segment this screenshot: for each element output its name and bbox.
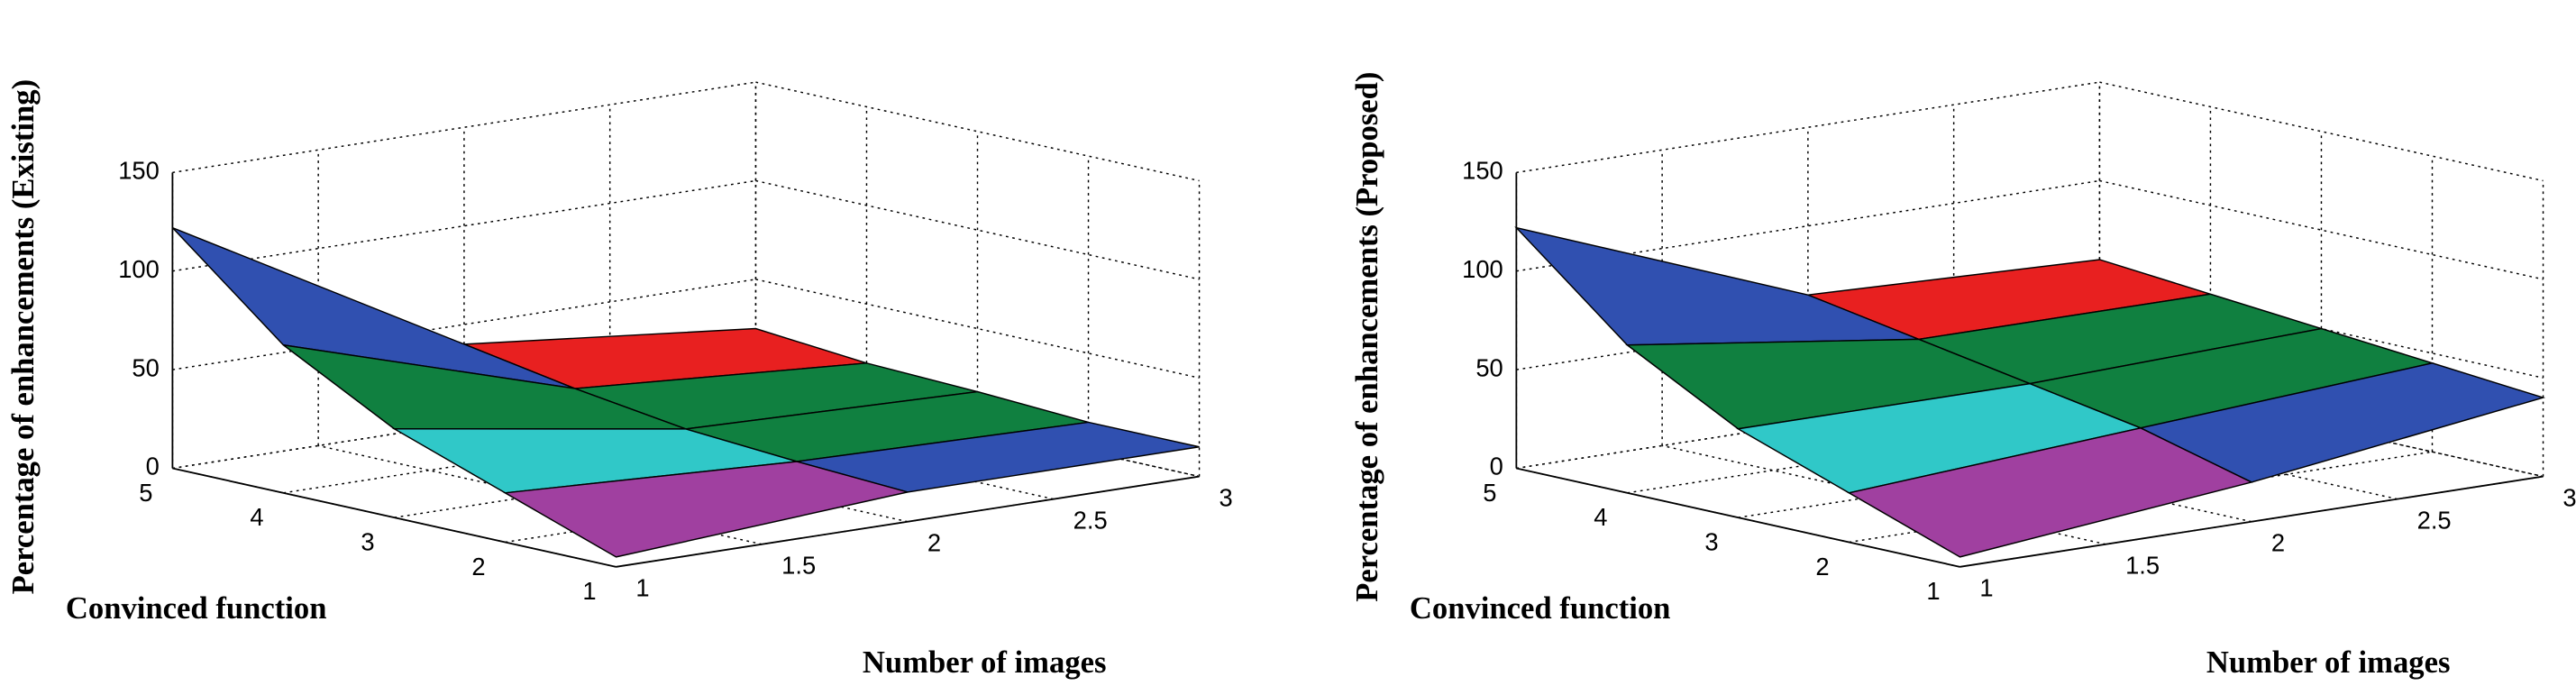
y-axis bbox=[172, 467, 617, 568]
surface-chart: 0 50 100 150 1 2 3 4 5 1 1.5 2 2.5 3 Percentage of enh… bbox=[6, 79, 1233, 680]
x-tick-label: 1.5 bbox=[2125, 552, 2160, 580]
x-axis bbox=[616, 475, 1200, 568]
y-tick-label: 2 bbox=[1815, 553, 1829, 581]
y-tick-label: 4 bbox=[250, 503, 263, 531]
grid-line bbox=[2099, 81, 2544, 182]
y-axis-label: Convinced function bbox=[66, 591, 327, 626]
x-tick-label: 1 bbox=[1979, 574, 1993, 602]
x-axis-label: Number of images bbox=[863, 645, 1107, 680]
y-axis bbox=[1516, 467, 1960, 568]
x-tick-label: 1.5 bbox=[781, 552, 816, 580]
x-tick-label: 1 bbox=[635, 574, 649, 602]
y-axis-label: Convinced function bbox=[1410, 591, 1671, 626]
z-tick-label: 0 bbox=[1490, 453, 1503, 480]
y-tick-label: 2 bbox=[471, 553, 485, 581]
y-tick-label: 1 bbox=[1926, 577, 1940, 605]
z-tick-label: 100 bbox=[1462, 255, 1503, 283]
x-axis bbox=[1959, 475, 2544, 568]
z-tick-label: 0 bbox=[146, 453, 160, 480]
x-tick-label: 3 bbox=[1219, 483, 1232, 511]
y-tick-label: 5 bbox=[139, 479, 152, 507]
surface-patch bbox=[1514, 226, 1920, 346]
z-tick-label: 150 bbox=[1462, 157, 1503, 185]
y-tick-label: 3 bbox=[361, 528, 374, 556]
z-tick-label: 50 bbox=[132, 353, 159, 381]
x-tick-label: 2 bbox=[927, 528, 941, 556]
z-tick-label: 150 bbox=[118, 157, 160, 185]
z-axis-label: Percentage of enhancements (Proposed) bbox=[1350, 72, 1384, 602]
y-tick-label: 1 bbox=[582, 577, 596, 605]
x-tick-label: 3 bbox=[2562, 483, 2576, 511]
y-tick-label: 3 bbox=[1704, 528, 1718, 556]
x-tick-label: 2 bbox=[2271, 528, 2285, 556]
z-tick-label: 100 bbox=[118, 255, 160, 283]
grid-line bbox=[755, 81, 1200, 182]
surface-patch bbox=[1847, 427, 2254, 558]
surface-chart: 0 50 100 150 1 2 3 4 5 1 1.5 2 2.5 3 Percentage of enh… bbox=[1350, 72, 2576, 681]
y-tick-label: 5 bbox=[1483, 479, 1496, 507]
surface-patch bbox=[503, 461, 909, 558]
x-tick-label: 2.5 bbox=[1073, 506, 1108, 534]
z-tick-label: 50 bbox=[1475, 353, 1503, 381]
z-axis-label: Percentage of enhancements (Existing) bbox=[6, 79, 41, 595]
x-tick-label: 2.5 bbox=[2417, 506, 2452, 534]
y-tick-label: 4 bbox=[1594, 503, 1607, 531]
x-axis-label: Number of images bbox=[2206, 645, 2451, 680]
